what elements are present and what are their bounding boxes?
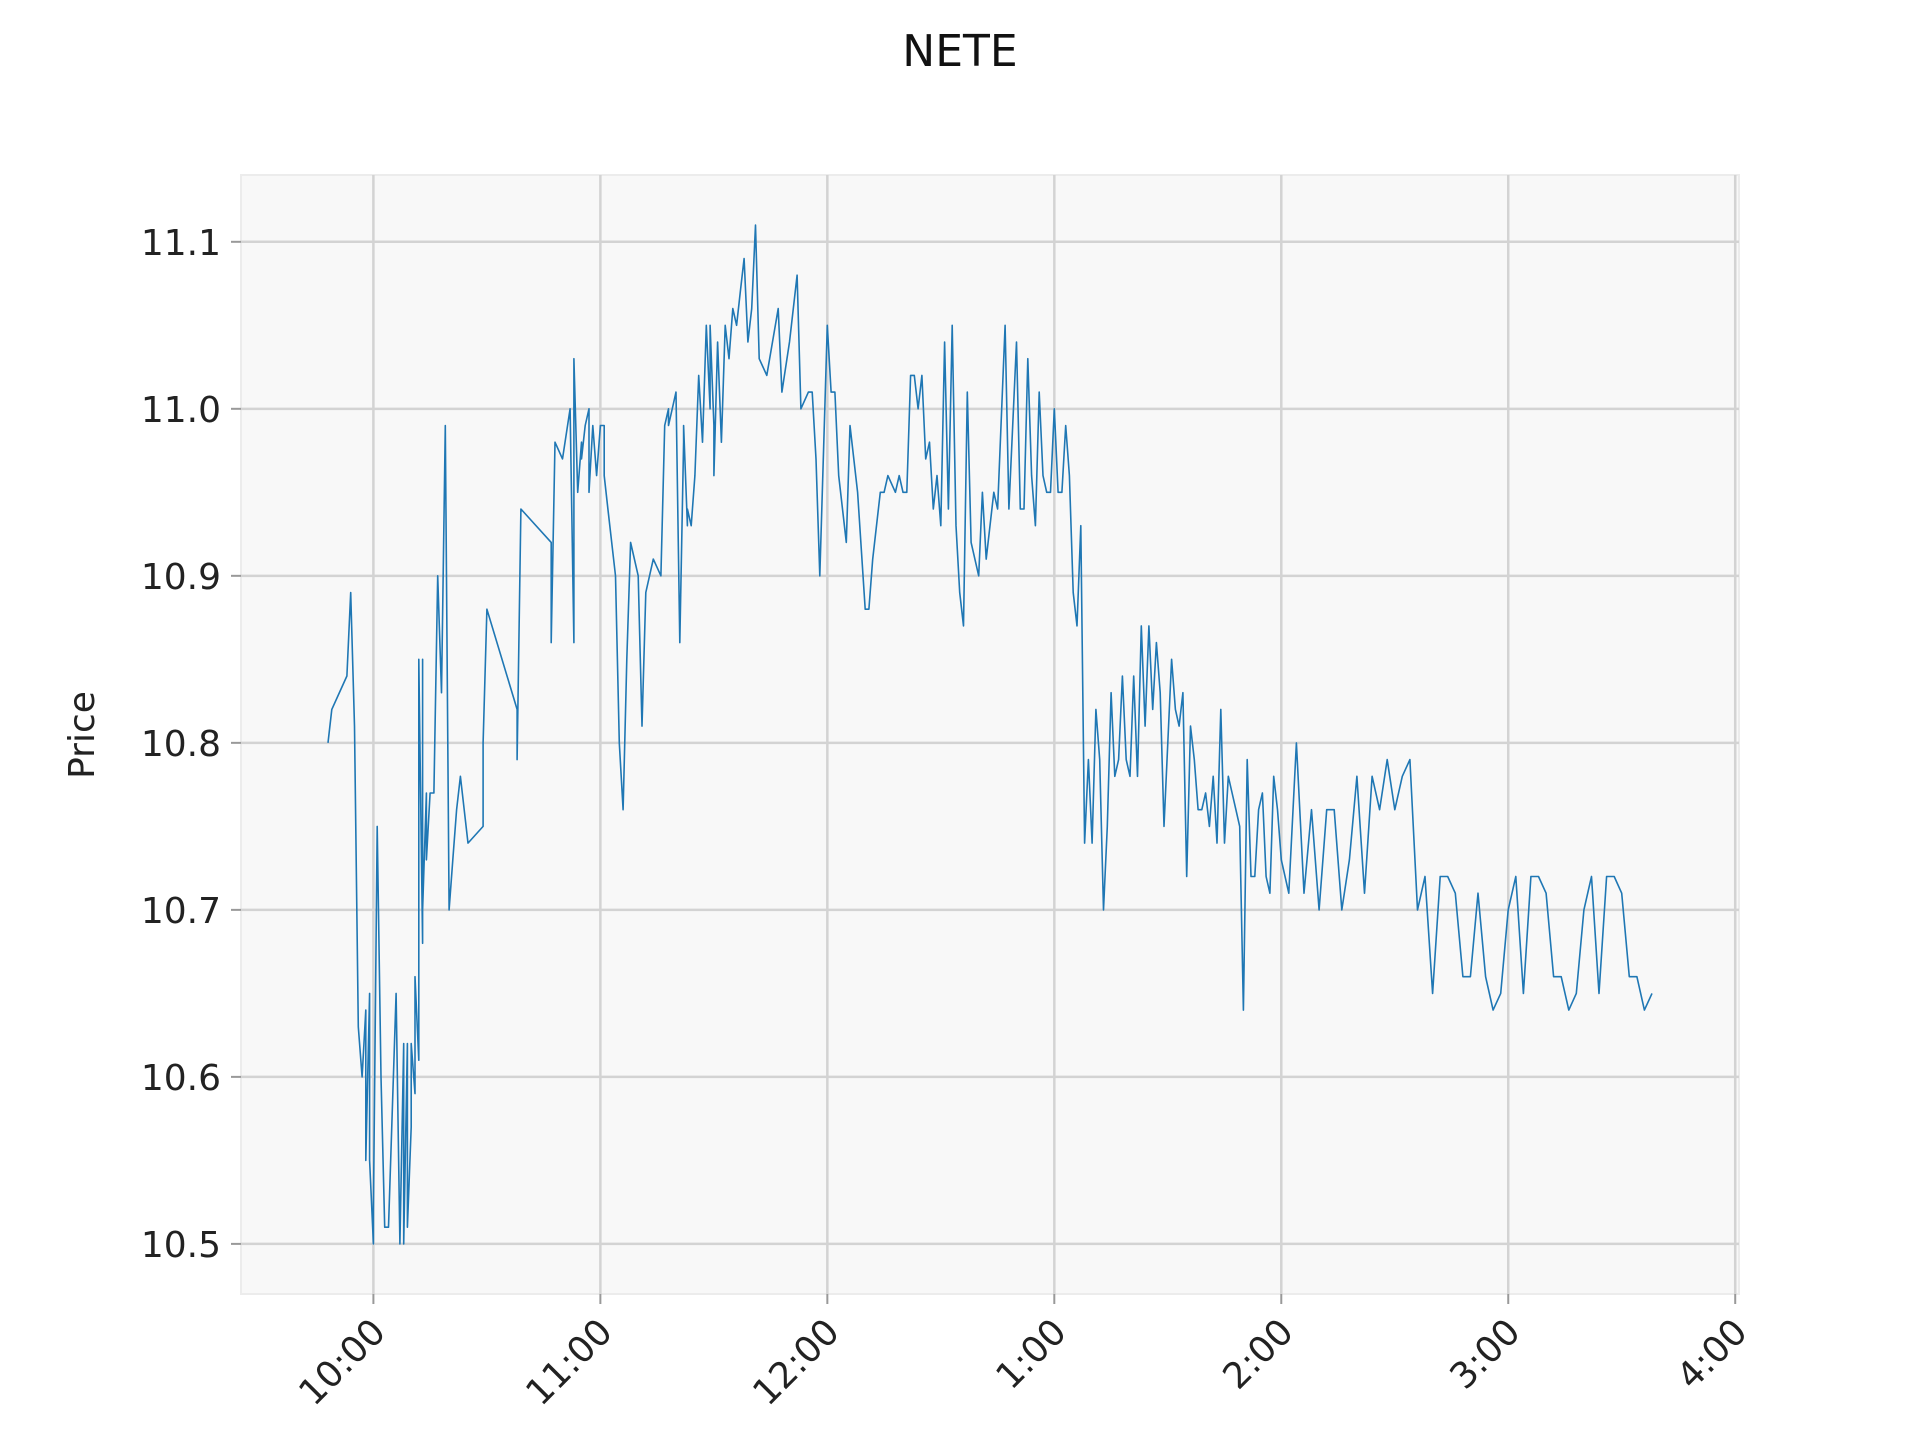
plot-area xyxy=(240,174,1740,1295)
x-tick-label: 3:00 xyxy=(1442,1311,1528,1397)
y-tick-label: 10.9 xyxy=(141,557,221,598)
x-axis-tick-labels: 10:00 11:00 12:00 1:00 2:00 3:00 4:00 xyxy=(291,1311,1755,1413)
y-axis-label: Price xyxy=(62,691,103,779)
x-tick-label: 4:00 xyxy=(1669,1311,1755,1397)
y-axis-tick-labels: 10.5 10.6 10.7 10.8 10.9 11.0 11.1 xyxy=(141,223,221,1266)
x-tick-label: 12:00 xyxy=(745,1311,847,1413)
price-series-line xyxy=(327,224,1653,1245)
series-layer xyxy=(327,224,1653,1245)
y-tick-label: 10.8 xyxy=(141,724,221,765)
y-tick-label: 10.5 xyxy=(141,1225,221,1266)
chart-title: NETE xyxy=(902,26,1017,77)
x-gridlines xyxy=(372,175,1737,1304)
y-tick-label: 10.7 xyxy=(141,891,221,932)
x-tick-label: 10:00 xyxy=(291,1311,393,1413)
x-tick-label: 2:00 xyxy=(1215,1311,1301,1397)
y-tick-label: 10.6 xyxy=(141,1058,221,1099)
x-tick-label: 1:00 xyxy=(989,1311,1075,1397)
x-tick-label: 11:00 xyxy=(518,1311,620,1413)
y-gridlines xyxy=(231,240,1739,1246)
y-tick-label: 11.1 xyxy=(141,223,221,264)
y-tick-label: 11.0 xyxy=(141,390,221,431)
